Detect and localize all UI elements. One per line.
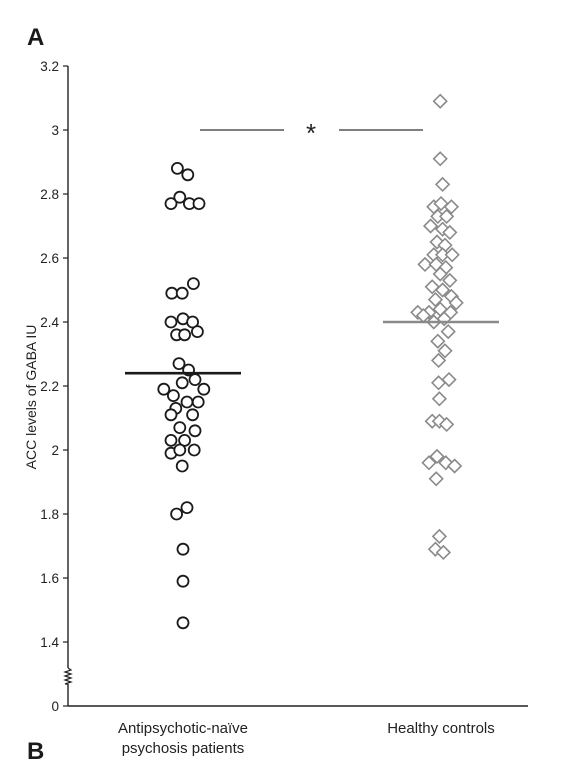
data-point bbox=[435, 544, 452, 561]
data-point bbox=[444, 247, 460, 263]
y-tick-label: 1.6 bbox=[40, 571, 59, 586]
data-point bbox=[188, 424, 202, 438]
data-point bbox=[176, 616, 190, 630]
x-category-label: Healthy controls bbox=[387, 720, 495, 737]
data-point bbox=[429, 448, 445, 465]
data-point bbox=[170, 161, 184, 175]
data-point bbox=[164, 197, 178, 211]
y-tick-label: 2.6 bbox=[40, 251, 59, 266]
data-point bbox=[434, 176, 451, 193]
data-point bbox=[192, 197, 206, 211]
panel-label-b: B bbox=[27, 738, 45, 765]
data-point bbox=[430, 352, 447, 369]
x-category-label: Antipsychotic-naïve bbox=[118, 720, 248, 737]
data-point bbox=[431, 391, 448, 407]
data-point bbox=[442, 272, 458, 289]
y-tick-label: 0 bbox=[51, 699, 59, 714]
data-point bbox=[422, 218, 439, 234]
significance-asterisk: * bbox=[306, 118, 316, 148]
data-point bbox=[170, 507, 184, 521]
data-point bbox=[173, 421, 187, 435]
data-point bbox=[186, 408, 200, 422]
data-point bbox=[157, 382, 171, 396]
axis-break bbox=[63, 667, 73, 685]
data-point bbox=[446, 458, 463, 474]
data-point bbox=[190, 325, 204, 339]
y-tick-label: 1.4 bbox=[40, 635, 59, 650]
data-point bbox=[428, 471, 444, 487]
data-point bbox=[431, 528, 448, 545]
y-tick-label: 2 bbox=[51, 443, 59, 458]
data-point bbox=[166, 389, 180, 403]
data-point bbox=[434, 282, 451, 298]
data-point bbox=[432, 151, 448, 167]
y-tick-label: 1.8 bbox=[40, 507, 59, 522]
data-point bbox=[186, 277, 200, 291]
series-2 bbox=[383, 93, 499, 561]
data-point bbox=[180, 501, 194, 515]
data-point bbox=[175, 376, 189, 390]
data-point bbox=[164, 408, 178, 422]
data-point bbox=[421, 455, 437, 471]
y-tick-label: 2.2 bbox=[40, 379, 59, 394]
data-point bbox=[175, 459, 189, 473]
data-point bbox=[172, 357, 186, 371]
data-point bbox=[442, 224, 458, 241]
data-point bbox=[164, 315, 178, 329]
data-point bbox=[430, 333, 446, 349]
data-point bbox=[417, 256, 433, 273]
data-point bbox=[173, 190, 187, 204]
data-point bbox=[427, 291, 444, 308]
data-point bbox=[437, 343, 453, 359]
panel-label-a: A bbox=[27, 24, 45, 51]
data-point bbox=[197, 382, 211, 396]
y-tick-label: 2.8 bbox=[40, 187, 59, 202]
data-point bbox=[440, 323, 456, 340]
data-point bbox=[438, 208, 455, 225]
data-point bbox=[432, 266, 448, 282]
data-point bbox=[443, 199, 460, 215]
data-point bbox=[187, 443, 201, 457]
data-point bbox=[448, 295, 464, 311]
data-point bbox=[164, 433, 178, 447]
data-point bbox=[165, 286, 179, 300]
marks-group bbox=[125, 93, 499, 630]
y-tick-label: 3 bbox=[51, 123, 59, 138]
y-tick-label: 3.2 bbox=[40, 59, 59, 74]
data-point bbox=[176, 542, 190, 556]
data-point bbox=[175, 286, 189, 300]
data-point bbox=[188, 373, 202, 387]
axes-group: 0 1.4 1.6 1.8 2 2.2 2.4 2.6 2.8 3 3.2 Antipsychotic… bbox=[40, 59, 528, 757]
data-point bbox=[176, 574, 190, 588]
data-point bbox=[438, 416, 455, 433]
data-point bbox=[432, 93, 448, 109]
data-point bbox=[173, 443, 187, 457]
data-point bbox=[180, 395, 194, 409]
data-point bbox=[430, 375, 447, 391]
x-category-label: psychosis patients bbox=[122, 740, 245, 757]
y-tick-label: 2.4 bbox=[40, 315, 59, 330]
data-point bbox=[181, 168, 195, 182]
data-point bbox=[191, 395, 205, 409]
series-1 bbox=[125, 161, 241, 630]
y-axis-label: ACC levels of GABA IU bbox=[23, 325, 39, 470]
data-point bbox=[178, 328, 192, 342]
